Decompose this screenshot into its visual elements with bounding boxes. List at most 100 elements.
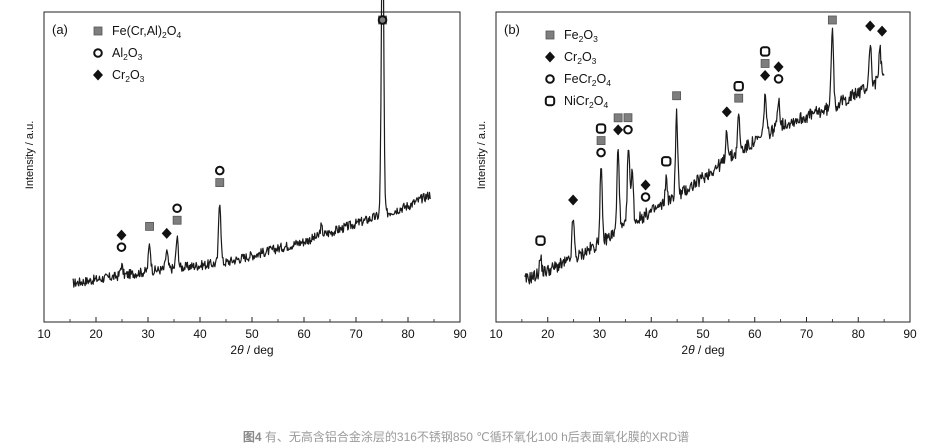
- x-tick-label: 10: [37, 327, 51, 341]
- plot-frame: [495, 11, 911, 323]
- x-tick-label: 20: [89, 327, 103, 341]
- peak-square-icon: [145, 221, 154, 231]
- x-tick-label: 90: [903, 327, 917, 341]
- legend-ring-icon: [545, 74, 555, 84]
- peak-marker: [721, 106, 732, 118]
- peak-square-icon: [760, 59, 770, 68]
- peak-marker: [672, 91, 682, 101]
- legend-subscript: 2: [125, 74, 130, 84]
- x-tick-label: 10: [489, 327, 503, 341]
- peak-ring-icon: [596, 147, 606, 158]
- x-axis-label-prefix: 2: [230, 343, 237, 357]
- peak-ring-icon: [116, 242, 127, 252]
- peak-square-icon: [596, 136, 606, 145]
- peak-marker: [877, 25, 888, 37]
- legend-text: Cr: [112, 68, 125, 82]
- legend-diamond-icon: [545, 51, 555, 63]
- xrd-trace: [72, 0, 431, 288]
- peak-diamond-icon: [640, 179, 651, 191]
- x-tick-label: 60: [297, 327, 311, 341]
- peak-marker: [145, 221, 154, 231]
- peak-square-ring-icon: [661, 156, 672, 167]
- legend-text: O: [130, 68, 140, 82]
- legend-text: O: [128, 46, 138, 60]
- legend-subscript: 3: [592, 56, 597, 66]
- legend-subscript: 3: [593, 34, 598, 44]
- legend-text: Al: [112, 46, 123, 60]
- legend-item: Fe2O3: [545, 28, 598, 44]
- peak-marker: [214, 165, 225, 187]
- peak-marker: [613, 113, 624, 136]
- legend-item: Al2O3: [93, 46, 143, 62]
- peak-square-ring-icon: [535, 235, 546, 246]
- x-tick-label: 60: [748, 327, 762, 341]
- x-tick-label: 70: [349, 327, 363, 341]
- peak-ring-icon: [377, 15, 388, 25]
- legend-subscript: 2: [579, 34, 584, 44]
- peak-marker: [827, 15, 837, 25]
- peak-marker: [535, 235, 546, 246]
- legend-diamond-icon: [93, 69, 103, 81]
- x-axis-label-prefix: 2: [681, 343, 688, 357]
- legend-item: Cr2O3: [545, 50, 597, 66]
- peak-marker: [116, 229, 127, 252]
- legend-subscript: 4: [603, 100, 608, 110]
- legend-label: NiCr2O4: [564, 94, 608, 110]
- x-axis-label-theta: θ: [237, 343, 244, 357]
- peak-diamond-icon: [161, 227, 172, 239]
- peak-square-icon: [623, 113, 633, 123]
- peak-ring-icon: [640, 192, 651, 202]
- x-tick-label: 40: [193, 327, 207, 341]
- legend-text: FeCr: [564, 72, 592, 86]
- legend-text: Fe(Cr,Al): [112, 24, 162, 38]
- y-axis-label: Intensity / a.u.: [24, 121, 36, 189]
- legend-square-icon: [545, 30, 555, 40]
- peak-marker: [759, 46, 771, 81]
- panel-label: (a): [52, 22, 68, 37]
- legend-item: FeCr2O4: [545, 72, 611, 88]
- peak-square-ring-icon: [733, 80, 744, 92]
- peak-marker: [595, 123, 607, 158]
- x-tick-label: 20: [541, 327, 555, 341]
- peak-marker: [377, 15, 388, 25]
- peak-marker: [773, 61, 784, 84]
- legend-subscript: 2: [589, 100, 594, 110]
- legend-label: Fe(Cr,Al)2O4: [112, 24, 181, 40]
- peak-diamond-icon: [116, 229, 127, 241]
- peak-diamond-icon: [877, 25, 888, 37]
- legend-label: FeCr2O4: [564, 72, 611, 88]
- legend-label: Fe2O3: [564, 28, 598, 44]
- peak-ring-icon: [773, 74, 784, 84]
- peak-diamond-icon: [568, 194, 579, 206]
- x-tick-label: 30: [593, 327, 607, 341]
- legend-text: O: [582, 50, 592, 64]
- peak-square-icon: [827, 15, 837, 25]
- legend-text: NiCr: [564, 94, 589, 108]
- peak-diamond-icon: [760, 69, 771, 81]
- plot-frame: [43, 11, 461, 323]
- x-tick-label: 80: [852, 327, 866, 341]
- peak-ring-icon: [214, 165, 225, 176]
- legend-text: O: [583, 28, 593, 42]
- x-tick-label: 70: [800, 327, 814, 341]
- x-axis-label-unit: / deg: [695, 343, 725, 357]
- peak-marker: [865, 20, 876, 32]
- legend-subscript: 4: [176, 30, 181, 40]
- legend-subscript: 3: [140, 74, 145, 84]
- legend-item: Fe(Cr,Al)2O4: [93, 24, 181, 40]
- legend-label: Cr2O3: [564, 50, 597, 66]
- x-tick-label: 40: [645, 327, 659, 341]
- legend-text: Fe: [564, 28, 579, 42]
- legend-text: O: [597, 72, 607, 86]
- legend-subscript: 4: [606, 78, 611, 88]
- peak-marker: [161, 227, 172, 239]
- panel-label: (b): [504, 22, 520, 37]
- x-axis-label-theta: θ: [688, 343, 695, 357]
- peak-marker: [568, 194, 579, 206]
- legend-text: O: [167, 24, 177, 38]
- peak-diamond-icon: [773, 61, 784, 73]
- x-tick-label: 90: [453, 327, 467, 341]
